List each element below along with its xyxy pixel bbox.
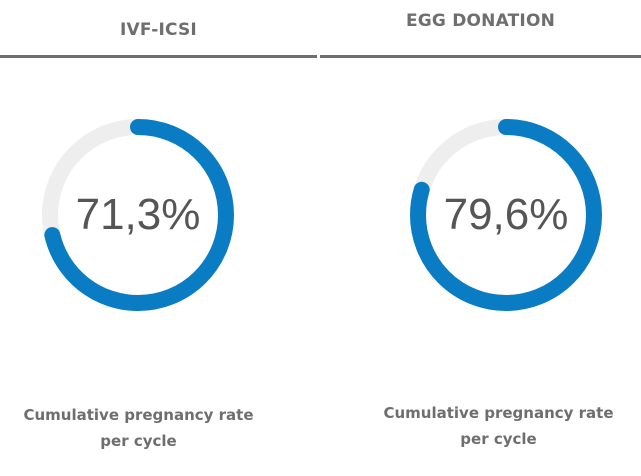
gauge-svg <box>410 119 602 311</box>
title-divider <box>0 55 317 58</box>
gauge-caption: Cumulative pregnancy rate per cycle <box>338 400 641 452</box>
egg-donation-panel: EGG DONATION 79,6% Cumulative pregnancy … <box>320 0 641 476</box>
gauge-value-label: 79,6% <box>443 190 569 239</box>
panel-title: IVF-ICSI <box>120 20 197 40</box>
caption-line-2: per cycle <box>460 430 537 448</box>
caption-line-1: Cumulative pregnancy rate <box>23 406 254 424</box>
gauge-svg <box>42 119 234 311</box>
gauge-value-label: 71,3% <box>75 190 201 239</box>
gauge-progress-arc <box>410 119 602 311</box>
egg-donation-gauge: 79,6% <box>406 115 606 315</box>
ivf-icsi-gauge: 71,3% <box>38 115 238 315</box>
ivf-icsi-panel: IVF-ICSI 71,3% Cumulative pregnancy rate… <box>0 0 317 476</box>
caption-line-2: per cycle <box>100 432 177 450</box>
gauge-caption: Cumulative pregnancy rate per cycle <box>0 402 297 454</box>
caption-line-1: Cumulative pregnancy rate <box>383 404 614 422</box>
panel-title: EGG DONATION <box>405 11 556 31</box>
gauge-progress-arc <box>42 119 234 311</box>
title-divider <box>320 55 641 58</box>
